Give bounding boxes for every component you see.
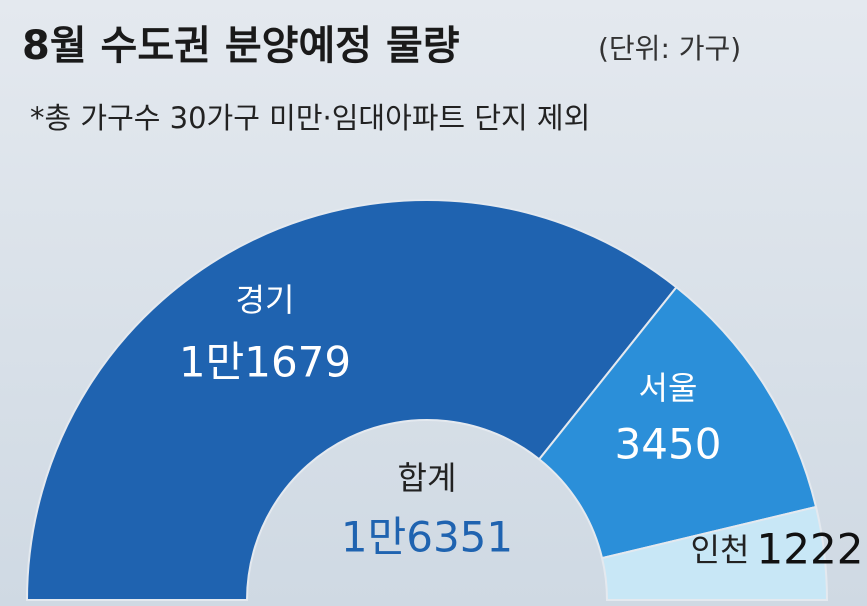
slice-value: 1만1679 bbox=[179, 338, 351, 387]
slice-name: 인천 bbox=[691, 531, 750, 569]
slice bbox=[600, 505, 829, 601]
slice-value: 1222 bbox=[757, 525, 864, 574]
slice bbox=[537, 285, 818, 560]
plot bbox=[25, 199, 829, 601]
unit-label: (단위: 가구) bbox=[598, 32, 741, 65]
slice-value: 3450 bbox=[615, 420, 722, 469]
slice-name: 경기 bbox=[236, 281, 295, 319]
total-label: 1만6351 bbox=[341, 513, 513, 562]
chart-title: 8월 수도권 분양예정 물량 bbox=[22, 23, 460, 69]
slice-name: 서울 bbox=[639, 369, 698, 407]
total-title: 합계 bbox=[398, 459, 457, 497]
chart-subtitle: *총 가구수 30가구 미만·임대아파트 단지 제외 bbox=[30, 101, 590, 135]
slice bbox=[25, 199, 678, 601]
